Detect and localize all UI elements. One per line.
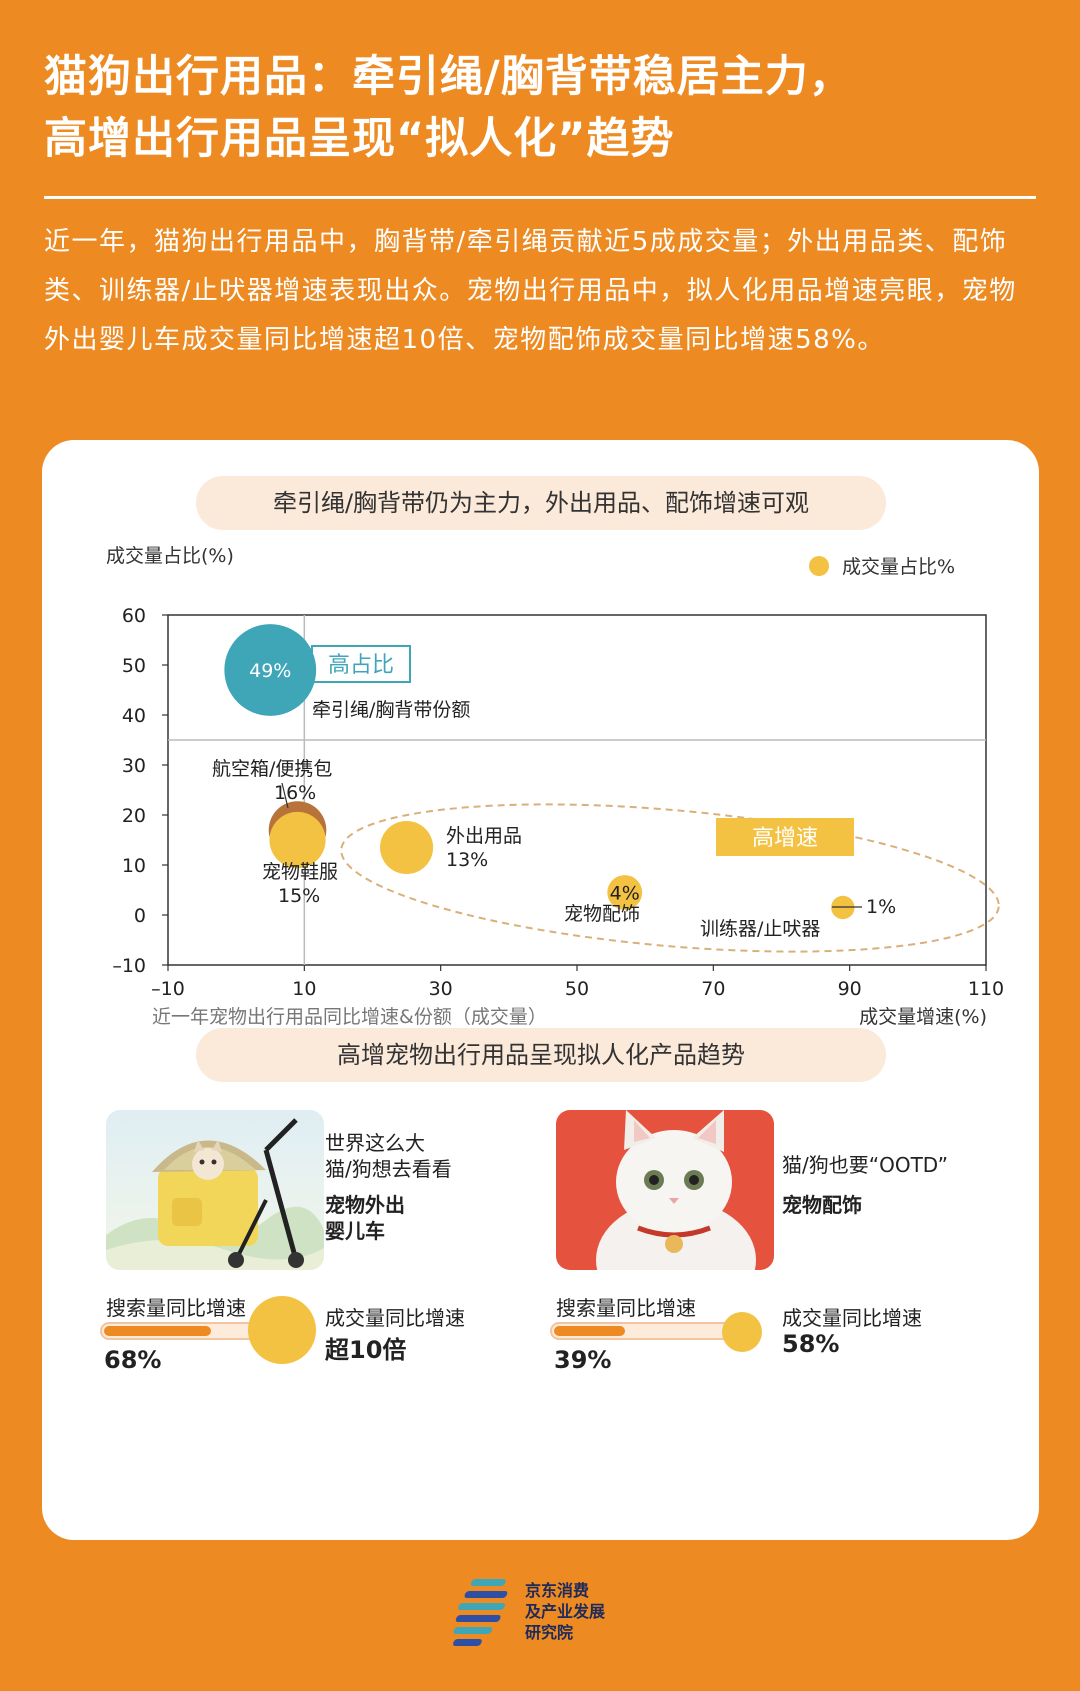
cat-illustration	[556, 1110, 774, 1270]
y-tick-label: –10	[112, 955, 146, 977]
x-tick-label: 110	[968, 978, 1004, 1000]
product2-search-label: 搜索量同比增速	[556, 1296, 696, 1320]
high-growth-box	[716, 818, 854, 856]
product1-tag-line1: 世界这么大	[325, 1131, 425, 1155]
product1-search-bar	[100, 1322, 266, 1340]
product2-tagline: 猫/狗也要“OOTD”	[782, 1153, 949, 1177]
x-tick-label: 70	[701, 978, 725, 1000]
product2-search-bar-fill	[554, 1326, 625, 1336]
footer-line1: 京东消费	[525, 1581, 590, 1600]
product1-name-line1: 宠物外出	[325, 1193, 405, 1217]
product1-trade-label: 成交量同比增速	[325, 1306, 465, 1330]
bubble-chart: 成交量占比(%) 成交量占比% 60 50 40 30 20 10 0 –10 –10 10 30…	[106, 545, 1004, 1028]
product1-tag-line2: 猫/狗想去看看	[325, 1157, 452, 1181]
x-tick-label: 10	[292, 978, 316, 1000]
y-axis-ticks: 60 50 40 30 20 10 0 –10	[112, 605, 168, 977]
product1-trade-value: 超10倍	[325, 1336, 407, 1364]
chart-xlabel: 成交量增速(%)	[859, 1006, 987, 1028]
point-leash	[224, 624, 317, 716]
stroller-image	[106, 1110, 324, 1270]
product2-search-bar	[550, 1322, 740, 1340]
product2-trade-label: 成交量同比增速	[782, 1306, 922, 1330]
y-tick-label: 0	[134, 905, 146, 927]
section2-title: 高增宠物出行用品呈现拟人化产品趋势	[196, 1028, 886, 1082]
chart-points: 49% 4%	[224, 624, 855, 920]
label-leash-pct: 49%	[249, 660, 291, 682]
label-outdoor-pct: 13%	[446, 849, 488, 871]
product1-search-label: 搜索量同比增速	[106, 1296, 246, 1320]
y-tick-label: 60	[122, 605, 146, 627]
y-tick-label: 30	[122, 755, 146, 777]
y-tick-label: 50	[122, 655, 146, 677]
footer-line3: 研究院	[525, 1623, 574, 1642]
crate-leader	[281, 782, 289, 809]
legend-label: 成交量占比%	[842, 556, 955, 578]
label-accessory-name: 宠物配饰	[564, 903, 640, 925]
y-tick-label: 20	[122, 805, 146, 827]
product1-tagline: 世界这么大 猫/狗想去看看	[325, 1130, 452, 1182]
footer-org-name: 京东消费 及产业发展 研究院	[525, 1580, 605, 1643]
product2-name: 宠物配饰	[782, 1193, 862, 1217]
label-training-pct: 1%	[866, 896, 896, 918]
legend-swatch	[809, 556, 829, 576]
x-tick-label: 50	[565, 978, 589, 1000]
title-line-1: 猫狗出行用品：牵引绳/胸背带稳居主力，	[44, 52, 853, 102]
chart-ylabel: 成交量占比(%)	[106, 545, 234, 567]
cat-image	[556, 1110, 774, 1270]
x-tick-label: –10	[151, 978, 185, 1000]
label-shoes-name: 宠物鞋服	[262, 861, 338, 883]
label-crate-name: 航空箱/便携包	[212, 758, 332, 780]
high-share-label: 高占比	[328, 653, 394, 678]
title-line-2: 高增出行用品呈现“拟人化”趋势	[44, 114, 675, 164]
jd-research-logo-icon	[453, 1579, 508, 1646]
high-growth-ellipse	[340, 803, 1000, 953]
point-shoes	[269, 811, 326, 869]
x-tick-label: 30	[429, 978, 453, 1000]
y-tick-label: 10	[122, 855, 146, 877]
product1-trade-bubble	[248, 1296, 316, 1364]
product1-name-line2: 婴儿车	[325, 1219, 385, 1243]
point-outdoor	[380, 820, 434, 875]
point-accessory	[607, 875, 643, 910]
stroller-illustration	[106, 1110, 324, 1270]
content-card: 牵引绳/胸背带仍为主力，外出用品、配饰增速可观 成交量占比(%) 成交量占比% …	[42, 440, 1039, 1540]
footer-line2: 及产业发展	[525, 1602, 606, 1621]
label-crate-pct: 16%	[274, 782, 316, 804]
title-divider	[44, 196, 1036, 199]
label-accessory-pct: 4%	[610, 883, 640, 905]
product2-trade-bubble	[722, 1312, 762, 1352]
section1-title: 牵引绳/胸背带仍为主力，外出用品、配饰增速可观	[196, 476, 886, 530]
page-title: 猫狗出行用品：牵引绳/胸背带稳居主力， 高增出行用品呈现“拟人化”趋势	[44, 46, 1044, 170]
x-axis-ticks: –10 10 30 50 70 90 110	[151, 965, 1004, 1000]
product2-search-value: 39%	[554, 1346, 612, 1374]
intro-paragraph: 近一年，猫狗出行用品中，胸背带/牵引绳贡献近5成成交量；外出用品类、配饰类、训练…	[44, 227, 1017, 355]
y-tick-label: 40	[122, 705, 146, 727]
label-leash-name: 牵引绳/胸背带份额	[312, 699, 470, 721]
label-shoes-pct: 15%	[278, 885, 320, 907]
product2-trade-value: 58%	[782, 1330, 840, 1358]
label-training-name: 训练器/止吠器	[700, 918, 820, 940]
product1-search-value: 68%	[104, 1346, 162, 1374]
point-labels: 牵引绳/胸背带份额 航空箱/便携包 16% 宠物鞋服 15% 外出用品 13% …	[212, 699, 896, 940]
high-growth-label: 高增速	[752, 826, 818, 851]
product1-name: 宠物外出 婴儿车	[325, 1192, 405, 1244]
x-tick-label: 90	[838, 978, 862, 1000]
product1-search-bar-fill	[104, 1326, 212, 1336]
chart-caption: 近一年宠物出行用品同比增速&份额（成交量）	[152, 1006, 547, 1028]
label-outdoor-name: 外出用品	[446, 825, 522, 847]
